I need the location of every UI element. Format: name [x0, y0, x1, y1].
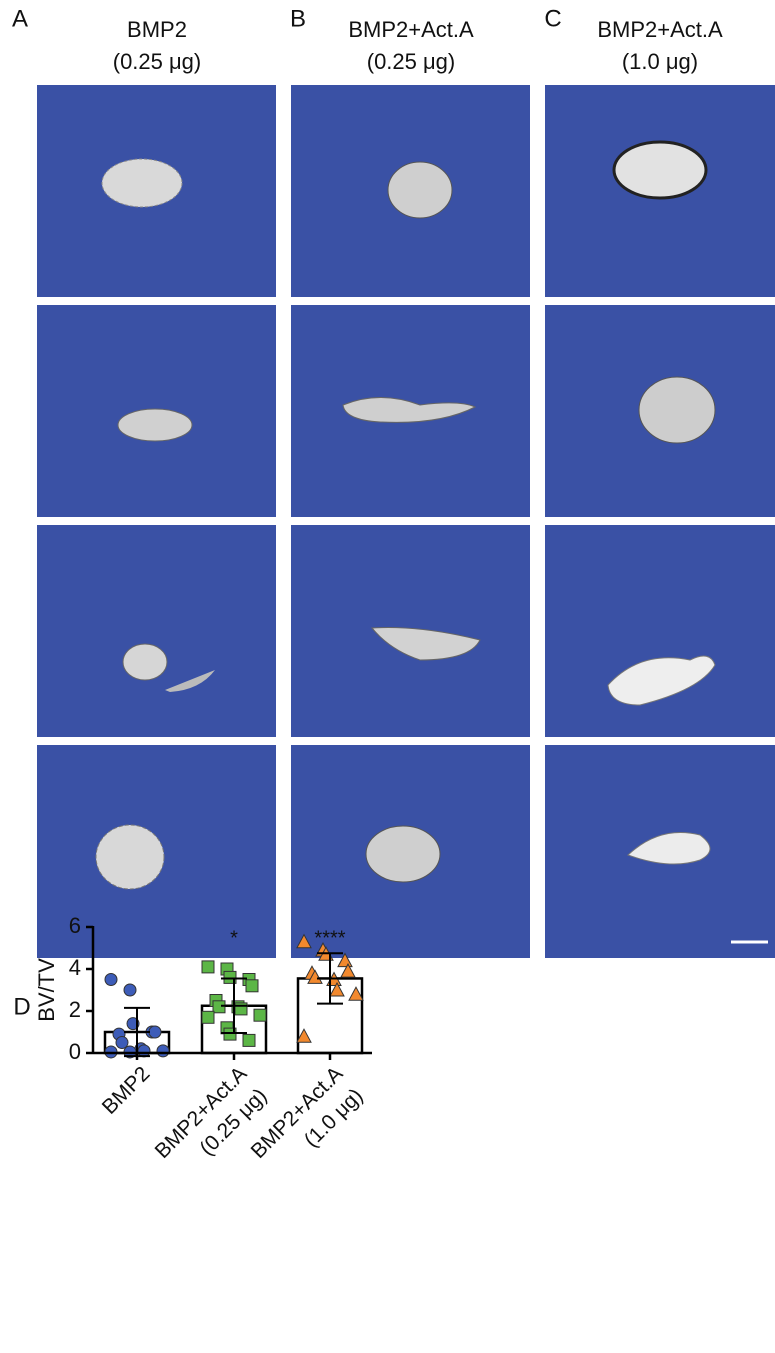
column-dose: (0.25 μg): [113, 49, 202, 74]
data-point: [213, 1001, 225, 1013]
column-dose: (1.0 μg): [622, 49, 698, 74]
bone-render: [96, 825, 164, 889]
panel-label: D: [13, 993, 30, 1020]
data-point: [202, 1011, 214, 1023]
panel-label: A: [12, 5, 28, 32]
bone-render: [102, 159, 182, 207]
data-point: [138, 1045, 150, 1057]
column-dose: (0.25 μg): [367, 49, 456, 74]
bone-render: [118, 409, 192, 441]
microct-images: [37, 85, 775, 958]
x-tick-label: BMP2: [98, 1062, 155, 1119]
significance: *: [230, 927, 238, 949]
data-point: [124, 984, 136, 996]
data-point: [246, 980, 258, 992]
figure: A BMP2 (0.25 μg) B BMP2+Act.A (0.25 μg) C BMP2+…: [0, 0, 775, 1353]
y-tick-label: 2: [69, 997, 81, 1022]
data-point: [149, 1026, 161, 1038]
column-title: BMP2+Act.A: [348, 17, 474, 42]
bone-render: [614, 142, 706, 198]
data-point: [243, 1034, 255, 1046]
image-panel: [545, 525, 775, 737]
image-panel: [37, 525, 276, 737]
column-title: BMP2: [127, 17, 187, 42]
bone-render: [366, 826, 440, 882]
data-point: [254, 1009, 266, 1021]
y-tick-label: 6: [69, 913, 81, 938]
bone-render: [639, 377, 715, 443]
significance: ****: [314, 927, 345, 949]
y-axis-label: BV/TV: [34, 958, 59, 1022]
panel-label: B: [290, 5, 306, 32]
bone-render: [388, 162, 452, 218]
column-headers: A BMP2 (0.25 μg) B BMP2+Act.A (0.25 μg) C BMP2+…: [12, 5, 723, 73]
data-point: [202, 961, 214, 973]
panel-label: C: [544, 5, 561, 32]
data-point: [235, 1003, 247, 1015]
data-point: [157, 1045, 169, 1057]
y-tick-label: 4: [69, 955, 81, 980]
y-tick-label: 0: [69, 1039, 81, 1064]
data-point: [105, 974, 117, 986]
column-title: BMP2+Act.A: [597, 17, 723, 42]
bone-render: [123, 644, 167, 680]
